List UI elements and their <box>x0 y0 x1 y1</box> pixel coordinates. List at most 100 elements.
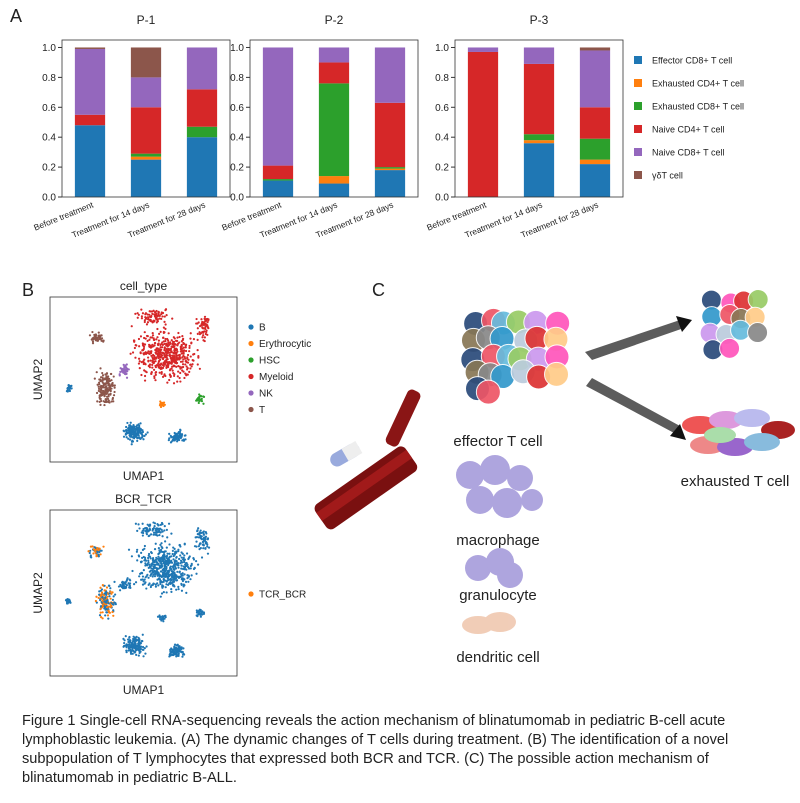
cell-point <box>204 332 207 336</box>
cell-point <box>97 387 101 391</box>
cell-point <box>149 557 152 560</box>
x-axis-label: UMAP1 <box>123 469 165 483</box>
cell-point <box>159 595 162 598</box>
cell-point <box>114 603 117 606</box>
cell-point <box>139 641 142 644</box>
cell-point <box>166 345 169 348</box>
cell-point <box>108 388 111 391</box>
cell-point <box>199 613 202 617</box>
cell-point <box>159 402 162 405</box>
cell-point <box>105 372 109 375</box>
cell-point <box>154 563 157 566</box>
cell-point <box>113 390 116 394</box>
cell-point <box>160 355 163 358</box>
cell-point <box>131 439 134 442</box>
cell-point <box>147 566 150 569</box>
cell-point <box>145 352 148 355</box>
cell-point <box>97 331 100 334</box>
cell-point <box>99 608 102 611</box>
cell-point <box>160 565 163 568</box>
cell-point <box>161 546 164 550</box>
cell-point <box>172 343 175 346</box>
cell-point <box>177 370 180 373</box>
cell-point <box>154 313 157 317</box>
cell-point <box>172 336 175 339</box>
cell-point <box>165 546 168 549</box>
cell-point <box>133 583 136 586</box>
plot-frame <box>49 296 238 463</box>
cell-point <box>156 528 159 531</box>
cell-point <box>131 647 134 650</box>
cell-point <box>174 563 177 566</box>
cell-point <box>146 431 149 434</box>
cell-point <box>110 387 113 390</box>
cell-point <box>95 595 98 598</box>
cell-point <box>186 361 190 364</box>
cell-point <box>162 404 165 408</box>
cell-point <box>159 367 162 370</box>
cell-point <box>99 379 102 383</box>
cell-point <box>158 351 161 354</box>
cell-point <box>169 648 172 651</box>
cell-point <box>177 564 180 567</box>
cell-label: dendritic cell <box>456 649 539 666</box>
cell-point <box>163 573 166 577</box>
cell-point <box>198 547 201 551</box>
cell-point <box>153 548 157 551</box>
cell-point <box>153 569 156 572</box>
cell-point <box>177 566 180 569</box>
cell-point <box>168 373 172 377</box>
axes-frame <box>249 39 419 198</box>
cell-point <box>144 363 147 366</box>
cell-point <box>196 398 200 401</box>
cell-point <box>154 583 157 586</box>
cell-point <box>142 655 145 658</box>
cell-point <box>130 644 134 647</box>
cell-point <box>177 652 180 655</box>
cell-point <box>176 339 179 343</box>
cell-point <box>170 555 173 558</box>
cell-point <box>179 428 182 431</box>
cell-point <box>160 542 163 545</box>
cell-point <box>173 437 177 440</box>
cell-point <box>140 315 144 318</box>
cell-point <box>135 426 139 429</box>
cell-point <box>166 381 169 384</box>
cell <box>747 322 769 344</box>
cell-point <box>173 568 176 571</box>
cell-point <box>147 576 150 579</box>
cell-point <box>97 389 100 393</box>
cell-point <box>173 553 176 556</box>
cell-point <box>161 357 164 360</box>
cell-point <box>113 386 116 389</box>
cell-point <box>169 348 172 351</box>
cell-point <box>133 346 136 350</box>
cell-point <box>182 358 185 361</box>
cell-point <box>143 331 146 334</box>
cell-point <box>100 597 103 600</box>
cell-point <box>112 603 115 606</box>
cell-point <box>94 551 97 554</box>
cell-point <box>103 605 106 608</box>
cell-point <box>177 331 180 335</box>
bar-segment <box>318 176 350 184</box>
cell-point <box>181 338 184 342</box>
cell-point <box>159 579 162 582</box>
cell-point <box>176 336 179 339</box>
cell-point <box>172 584 175 587</box>
cell-point <box>108 377 111 380</box>
cell-point <box>140 551 143 554</box>
y-tick-label: 0.4 <box>435 133 449 144</box>
cell-point <box>143 336 146 340</box>
cell-point <box>151 310 154 313</box>
cell-point <box>125 428 128 431</box>
axes-frame <box>454 39 624 198</box>
cell-point <box>172 580 176 583</box>
cell-point <box>188 370 191 373</box>
bar-segment <box>130 47 162 78</box>
cell-point <box>165 563 168 566</box>
cell-point <box>196 327 199 330</box>
cell-point <box>167 360 171 364</box>
cell-point <box>165 528 168 531</box>
cell-point <box>180 556 183 559</box>
